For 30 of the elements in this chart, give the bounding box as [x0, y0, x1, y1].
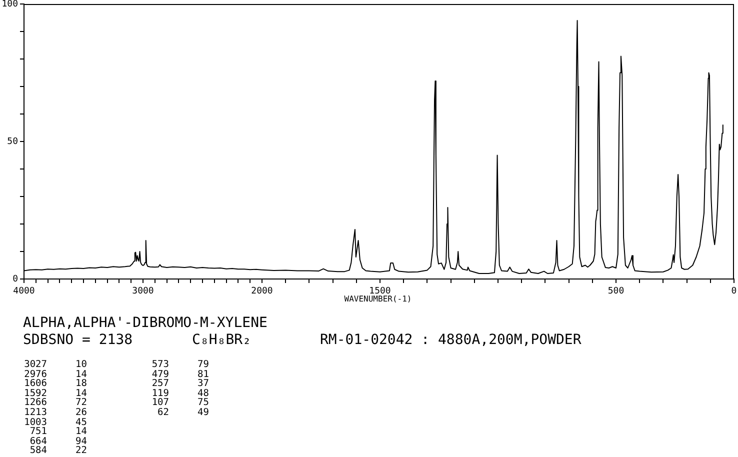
- text: 1266 72: [24, 397, 87, 408]
- x-tick-label: 3000: [132, 286, 154, 297]
- y-tick-label: 50: [7, 136, 18, 147]
- y-tick-label: 100: [2, 0, 18, 10]
- text: 584 22: [30, 445, 87, 456]
- x-tick-label: 0: [731, 286, 737, 297]
- text: 107 75: [152, 397, 209, 408]
- text: 62 49: [158, 407, 209, 418]
- text: ALPHA,ALPHA'-DIBROMO-M-XYLENE: [23, 315, 268, 331]
- x-tick-label: 4000: [13, 286, 35, 297]
- text: 1003 45: [24, 416, 87, 428]
- text: SDBSNO = 2138: [23, 332, 133, 348]
- text: 1606 18: [24, 378, 87, 390]
- text: 573 79: [152, 359, 209, 370]
- x-tick-label: 1500: [369, 286, 391, 297]
- text: 3027 10: [24, 359, 87, 370]
- text: 1592 14: [24, 388, 87, 399]
- x-axis-title: WAVENUMBER(-1): [344, 294, 412, 304]
- text: C₈H₈BR₂: [192, 332, 252, 348]
- text: 119 48: [152, 388, 209, 399]
- text: 1213 26: [24, 407, 87, 418]
- y-tick-label: 0: [12, 274, 18, 284]
- x-tick-label: 500: [608, 286, 624, 297]
- text: 751 14: [30, 426, 87, 438]
- text: RM-01-02042 : 4880A,200M,POWDER: [320, 332, 582, 348]
- text: 479 81: [152, 368, 209, 380]
- text: 257 37: [152, 378, 209, 390]
- text: 2976 14: [24, 368, 87, 380]
- text: 664 94: [30, 436, 87, 447]
- x-tick-label: 2000: [251, 286, 273, 297]
